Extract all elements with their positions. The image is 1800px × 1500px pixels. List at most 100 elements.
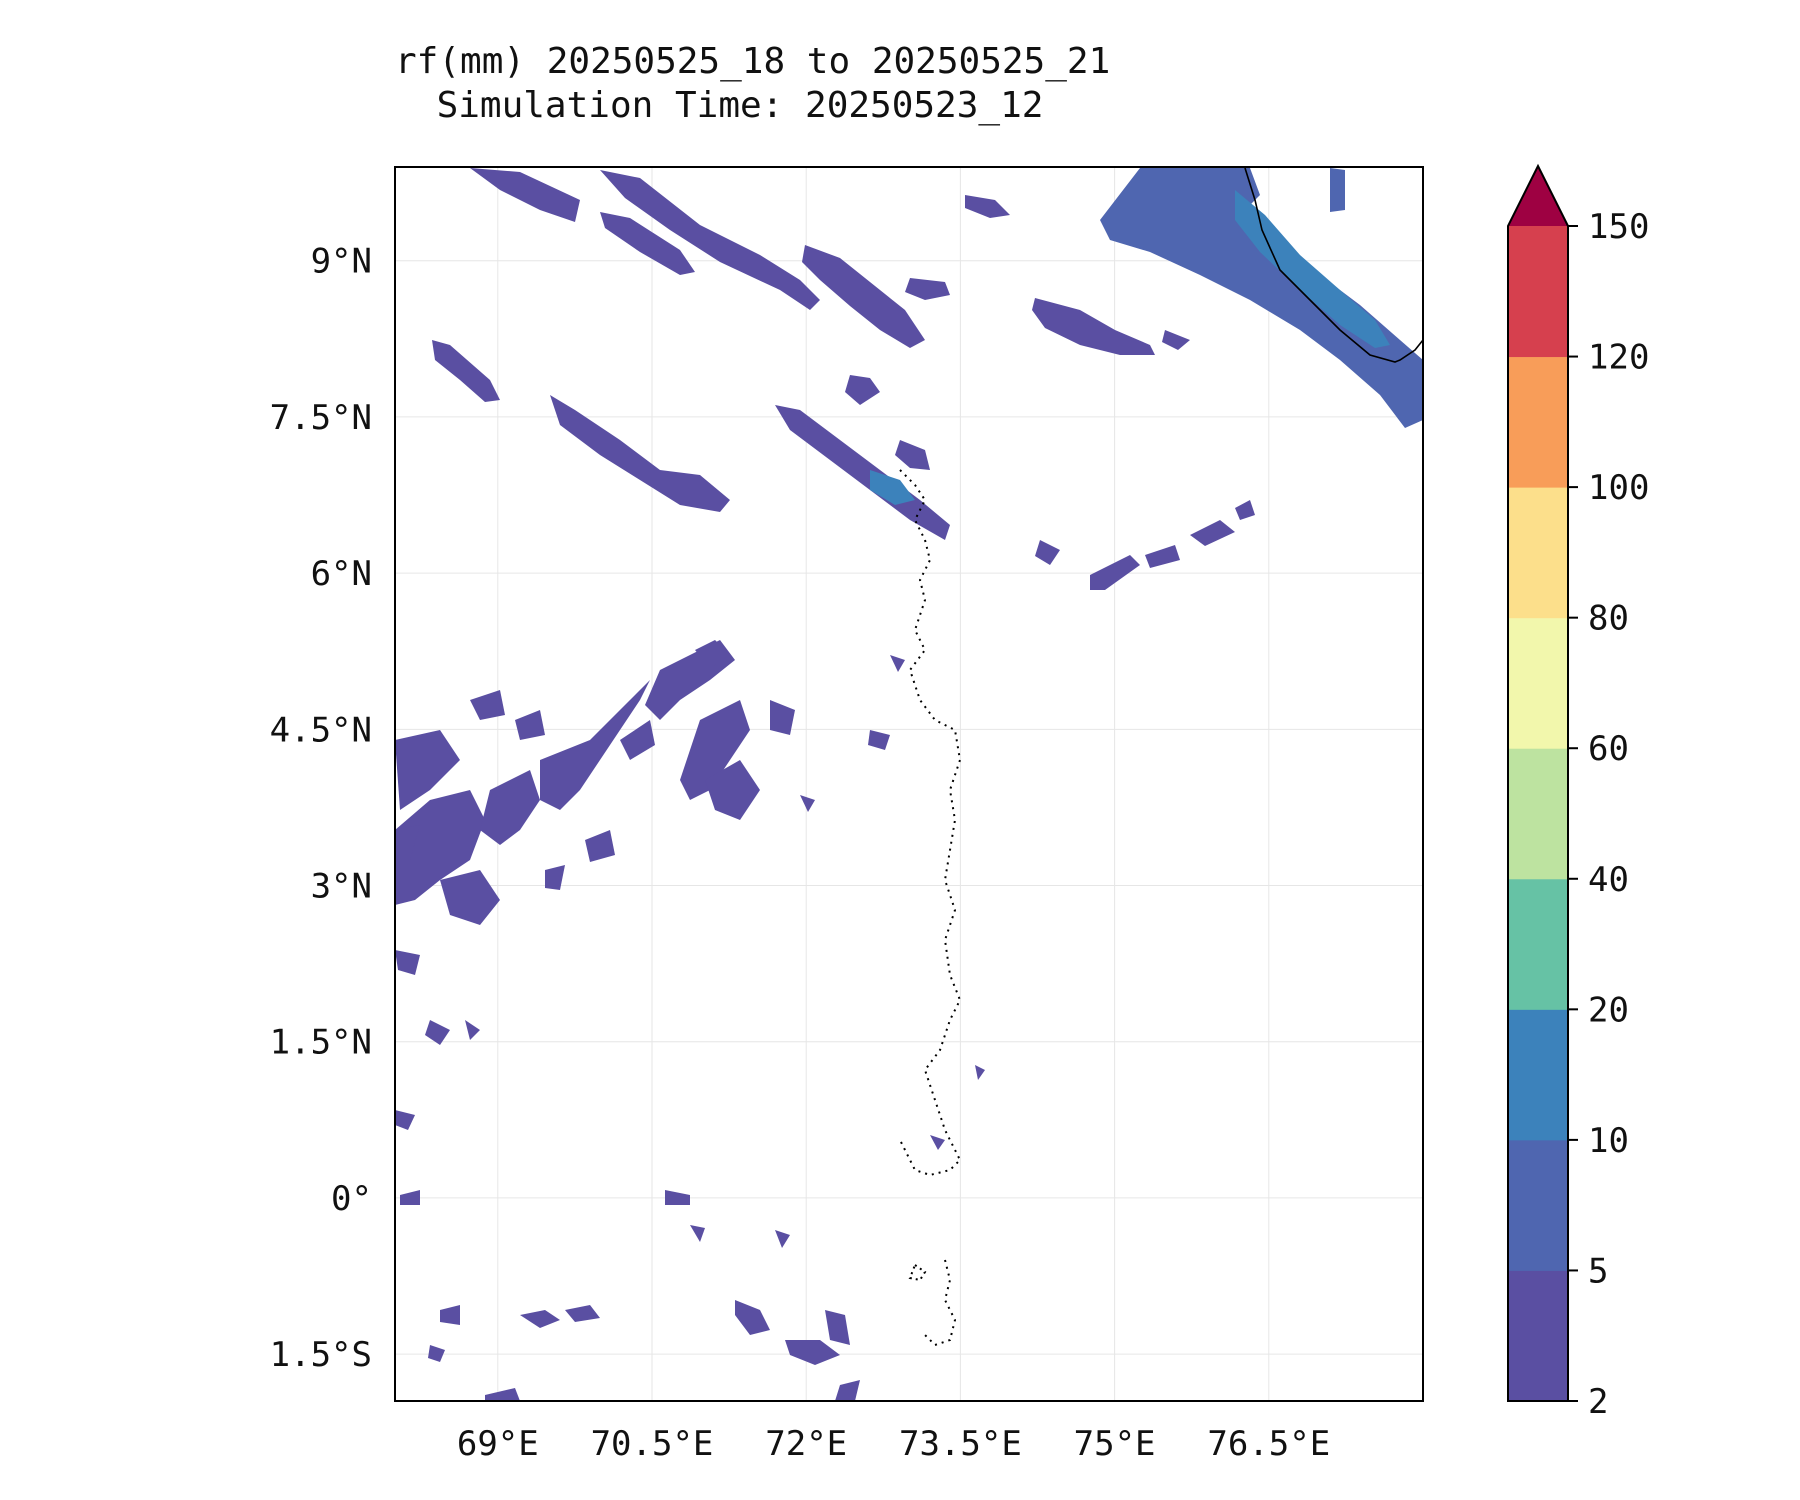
coastline (899, 167, 1423, 1347)
lat-tick-label: 0° (331, 1179, 372, 1219)
rain-band (1035, 540, 1060, 565)
rain-band (480, 770, 540, 845)
rain-band (1090, 555, 1140, 590)
rain-band (565, 1305, 600, 1322)
colorbar-tick-label: 2 (1588, 1382, 1608, 1422)
rain-band (785, 1340, 840, 1365)
rain-band (802, 245, 925, 348)
lat-tick-label: 6°N (311, 554, 372, 594)
colorbar-segment (1508, 1009, 1568, 1141)
rain-band (775, 405, 950, 540)
colorbar-outline (1507, 163, 1569, 1402)
lat-tick-label: 1.5°S (270, 1335, 372, 1375)
colorbar-tick-label: 5 (1588, 1251, 1608, 1291)
rain-band (545, 865, 565, 890)
rain-band (395, 730, 460, 810)
rain-band (1145, 545, 1180, 568)
rain-band (485, 1388, 520, 1401)
colorbar-tick-label: 40 (1588, 860, 1629, 900)
colorbar-extend-arrow (1508, 166, 1568, 226)
rain-band (395, 825, 420, 870)
colorbar-segment (1508, 1270, 1568, 1402)
rain-band (470, 168, 580, 222)
colorbar-tick-label: 20 (1588, 990, 1629, 1030)
rain-band (1235, 190, 1390, 348)
colorbar-tick-label: 120 (1588, 338, 1649, 378)
rain-band (930, 1135, 945, 1150)
rain-band (600, 212, 695, 275)
rain-band (440, 1305, 460, 1325)
rain-band (395, 1110, 415, 1130)
rainfall-field (395, 168, 1423, 1401)
rain-band (895, 440, 930, 470)
lat-tick-label: 7.5°N (270, 398, 372, 438)
colorbar: 2 5 10 20 40 60 80 100 120 150 (1507, 163, 1649, 1422)
rain-band (395, 950, 420, 975)
title-line-1: rf(mm) 20250525_18 to 20250525_21 (395, 41, 1111, 82)
rain-band (470, 690, 505, 720)
rain-band (550, 395, 730, 512)
colorbar-tick-label: 10 (1588, 1121, 1629, 1161)
rain-band (428, 1345, 445, 1362)
rain-band (395, 790, 485, 905)
lat-tick-label: 3°N (311, 867, 372, 907)
rain-band (1100, 168, 1423, 428)
rain-band (400, 1190, 420, 1205)
colorbar-tick-label: 60 (1588, 729, 1629, 769)
colorbar-segment (1508, 748, 1568, 880)
rain-band (890, 655, 905, 672)
colorbar-tick-label: 80 (1588, 599, 1629, 639)
rain-band (465, 1020, 480, 1040)
rain-band (735, 1300, 770, 1335)
chart-title: rf(mm) 20250525_18 to 20250525_21 Simula… (395, 40, 1111, 128)
lat-tick-label: 9°N (311, 242, 372, 282)
rain-band (432, 340, 500, 402)
rain-band (1032, 298, 1155, 355)
rain-band (705, 760, 760, 820)
rain-band (975, 1065, 985, 1080)
lon-tick-label: 72°E (765, 1424, 847, 1464)
rain-band (585, 830, 615, 862)
rain-band (770, 700, 795, 735)
rain-band (515, 710, 545, 740)
rain-band (690, 1225, 705, 1242)
rain-band (870, 470, 915, 505)
rain-band (825, 1310, 850, 1345)
rain-band (965, 195, 1010, 218)
rain-band (835, 1380, 860, 1401)
title-line-2: Simulation Time: 20250523_12 (436, 85, 1044, 126)
colorbar-segment (1508, 1139, 1568, 1271)
rain-band (1235, 500, 1255, 520)
lon-tick-label: 70.5°E (591, 1424, 714, 1464)
rain-band (620, 720, 655, 760)
lon-tick-label: 69°E (457, 1424, 539, 1464)
colorbar-segment (1508, 617, 1568, 749)
rain-band (845, 375, 880, 405)
rain-band (868, 730, 890, 750)
colorbar-segment (1508, 487, 1568, 619)
rain-band (600, 170, 820, 310)
colorbar-tick-label: 150 (1588, 207, 1649, 247)
lon-tick-label: 76.5°E (1207, 1424, 1330, 1464)
colorbar-segment (1508, 226, 1568, 358)
rain-band (520, 1310, 560, 1328)
longitude-axis: 69°E 70.5°E 72°E 73.5°E 75°E 76.5°E (457, 1424, 1330, 1464)
rain-band (680, 700, 750, 800)
lat-tick-label: 1.5°N (270, 1023, 372, 1063)
lat-tick-label: 4.5°N (270, 710, 372, 750)
rain-band (540, 680, 650, 810)
rain-band (775, 1230, 790, 1248)
rain-band (440, 870, 500, 925)
islands (899, 469, 962, 1177)
rain-band (1330, 168, 1345, 212)
islands (908, 1263, 927, 1282)
map-frame (394, 166, 1424, 1402)
rain-band (665, 1190, 690, 1205)
colorbar-segment (1508, 878, 1568, 1010)
rain-band (800, 795, 815, 812)
lon-tick-label: 73.5°E (899, 1424, 1022, 1464)
islands (924, 1259, 957, 1347)
latitude-axis: 9°N 7.5°N 6°N 4.5°N 3°N 1.5°N 0° 1.5°S (270, 242, 372, 1375)
colorbar-segment (1508, 356, 1568, 488)
